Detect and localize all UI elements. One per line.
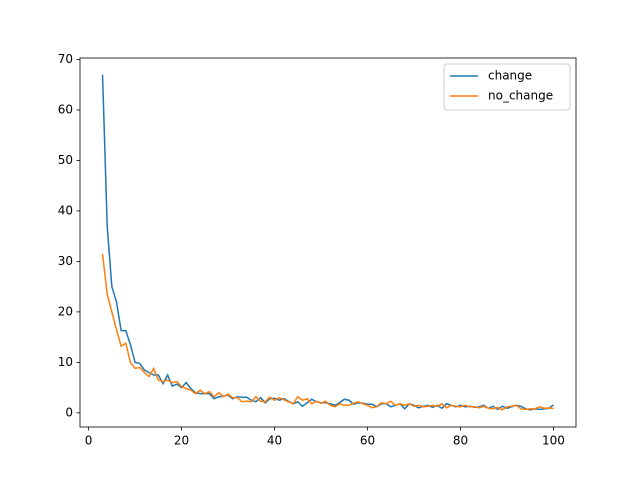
legend-label: no_change	[488, 89, 553, 103]
y-tick-label: 30	[58, 254, 73, 268]
plot-frame	[79, 57, 577, 428]
x-tick-label: 0	[85, 434, 93, 448]
x-tick-label: 20	[174, 434, 189, 448]
line-series	[101, 74, 554, 411]
y-tick-label: 10	[58, 355, 73, 369]
y-tick-label: 70	[58, 52, 73, 66]
y-tick-label: 60	[58, 102, 73, 116]
y-tick-label: 40	[58, 203, 73, 217]
x-tick-label: 80	[453, 434, 468, 448]
line-series	[101, 253, 554, 411]
legend-label: change	[488, 69, 532, 83]
x-tick-label: 40	[267, 434, 282, 448]
x-tick-label: 60	[360, 434, 375, 448]
y-tick-label: 20	[58, 304, 73, 318]
y-tick-label: 0	[65, 405, 73, 419]
x-tick-label: 100	[542, 434, 565, 448]
y-tick-label: 50	[58, 153, 73, 167]
